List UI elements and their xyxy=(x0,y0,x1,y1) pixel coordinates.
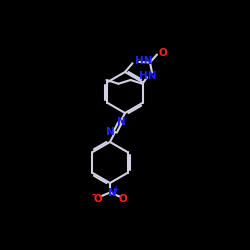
Text: N: N xyxy=(108,188,116,198)
Text: +: + xyxy=(112,186,119,194)
Text: N: N xyxy=(106,127,115,137)
Text: HN: HN xyxy=(139,71,157,81)
Text: O: O xyxy=(118,194,127,203)
Text: -: - xyxy=(92,190,96,200)
Text: HN: HN xyxy=(134,56,152,66)
Text: O: O xyxy=(158,48,167,58)
Text: N: N xyxy=(117,117,126,127)
Text: O: O xyxy=(93,194,102,203)
